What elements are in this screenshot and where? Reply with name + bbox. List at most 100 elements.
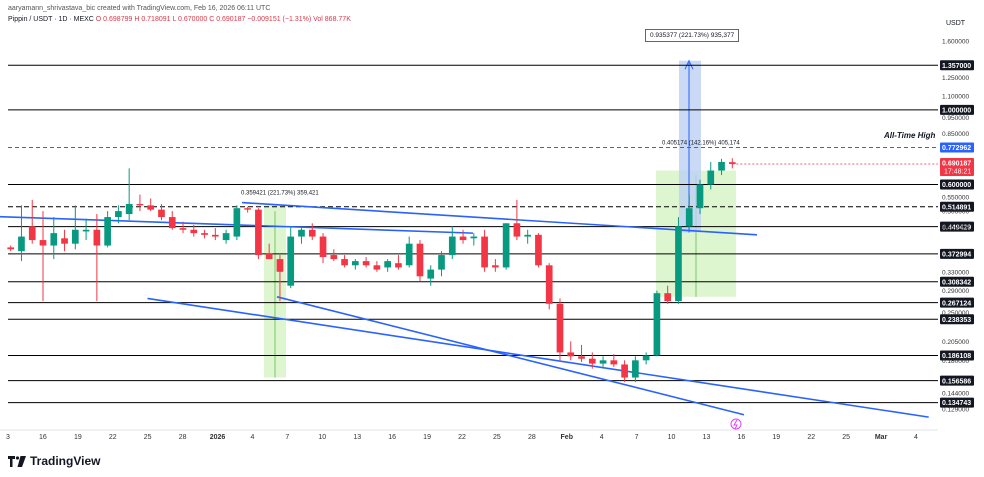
y-axis-tick-label: 1.250000 bbox=[942, 75, 969, 82]
price-tag-label: 0.600000 bbox=[942, 182, 971, 189]
brand-name: TradingView bbox=[30, 454, 101, 468]
y-axis-tick-label: 0.129000 bbox=[942, 406, 969, 413]
candle-down bbox=[147, 205, 155, 210]
x-axis-tick-label: 10 bbox=[318, 434, 326, 441]
price-tag-bg bbox=[940, 60, 974, 71]
ath-tag-bg bbox=[940, 142, 974, 153]
currency-label: USDT bbox=[946, 20, 966, 27]
price-tag-label: 0.449429 bbox=[942, 224, 971, 231]
price-tag-label: 1.000000 bbox=[942, 107, 971, 114]
x-axis-tick-label: 25 bbox=[842, 434, 850, 441]
candle-down bbox=[158, 209, 165, 218]
candle-down bbox=[39, 240, 47, 246]
candle-up bbox=[653, 293, 661, 356]
x-axis-tick-label: 25 bbox=[144, 434, 152, 441]
ath-tag-label: 0.772962 bbox=[942, 145, 971, 152]
y-axis-tick-label: 0.550000 bbox=[942, 195, 969, 202]
candle-up bbox=[287, 236, 295, 286]
trendline-lower-segment bbox=[276, 296, 745, 416]
price-tag-label: 0.514891 bbox=[942, 204, 971, 211]
candle-down bbox=[535, 234, 542, 266]
candle-up bbox=[233, 208, 241, 237]
candle-down bbox=[93, 229, 101, 246]
candle-down bbox=[190, 229, 198, 234]
y-axis-tick-label: 0.250000 bbox=[942, 310, 969, 317]
candle-up bbox=[427, 269, 435, 279]
candle-down bbox=[28, 226, 36, 241]
x-axis-tick-label: 16 bbox=[39, 434, 47, 441]
candle-up bbox=[50, 233, 58, 246]
price-tag-bg bbox=[940, 221, 974, 232]
candle-down bbox=[61, 238, 68, 244]
measure-label-left: 0.359421 (221.73%) 359,421 bbox=[241, 191, 319, 197]
candle-up bbox=[405, 243, 413, 266]
candle-down bbox=[362, 261, 370, 266]
candle-down bbox=[621, 364, 628, 378]
candle-down bbox=[567, 352, 575, 357]
candle-down bbox=[211, 234, 219, 237]
candle-down bbox=[610, 360, 618, 365]
candle-down bbox=[255, 209, 262, 256]
candle-up bbox=[71, 229, 79, 244]
lightning-marker-icon bbox=[730, 418, 742, 430]
y-axis-tick-label: 0.500000 bbox=[942, 209, 969, 216]
price-tag-bg bbox=[940, 314, 974, 325]
x-axis-tick-label: Feb bbox=[561, 434, 573, 441]
candle-up bbox=[470, 236, 478, 239]
candle-down bbox=[201, 233, 208, 235]
candle-down bbox=[136, 203, 144, 206]
y-axis-tick-label: 0.850000 bbox=[942, 131, 969, 138]
candle-down bbox=[265, 253, 273, 260]
trendline-upper-segment bbox=[241, 201, 758, 236]
all-time-high-label: All-Time High bbox=[884, 131, 936, 140]
candle-up bbox=[115, 211, 122, 218]
x-axis-tick-label: 13 bbox=[703, 434, 711, 441]
candle-up bbox=[707, 170, 715, 185]
x-axis-tick-label: 25 bbox=[493, 434, 501, 441]
price-tag-label: 0.156586 bbox=[942, 378, 971, 385]
candle-up bbox=[82, 229, 90, 232]
candle-down bbox=[556, 303, 564, 353]
tradingview-logo-icon bbox=[8, 455, 26, 467]
symbol-name[interactable]: Pippin / USDT · 1D · MEXC bbox=[8, 16, 94, 23]
candle-up bbox=[685, 208, 693, 227]
symbol-ohlc-line: Pippin / USDT · 1D · MEXC O 0.698799 H 0… bbox=[8, 16, 351, 23]
price-tag-bg bbox=[940, 350, 974, 361]
x-axis-tick-label: 16 bbox=[388, 434, 396, 441]
price-tag-bg bbox=[940, 104, 974, 115]
x-axis-tick-label: 4 bbox=[600, 434, 604, 441]
candle-up bbox=[298, 229, 305, 237]
tradingview-brand[interactable]: TradingView bbox=[8, 454, 100, 468]
lightning-glyph-icon bbox=[733, 419, 738, 430]
candle-up bbox=[18, 236, 25, 252]
candle-up bbox=[352, 261, 359, 266]
candle-down bbox=[7, 247, 15, 250]
candle-up bbox=[632, 360, 639, 378]
x-axis-tick-label: 13 bbox=[353, 434, 361, 441]
x-axis-tick-label: 22 bbox=[109, 434, 117, 441]
y-axis-tick-label: 0.180000 bbox=[942, 358, 969, 365]
x-axis-tick-label: 4 bbox=[914, 434, 918, 441]
candle-up bbox=[222, 233, 230, 241]
candle-down bbox=[416, 243, 424, 277]
x-axis-tick-label: Mar bbox=[875, 434, 888, 441]
candle-down bbox=[308, 229, 316, 237]
candle-down bbox=[578, 356, 585, 359]
y-axis-tick-label: 0.290000 bbox=[942, 288, 969, 295]
x-axis-tick-label: 16 bbox=[737, 434, 745, 441]
y-axis-tick-label: 0.144000 bbox=[942, 390, 969, 397]
candle-down bbox=[341, 259, 348, 266]
candle-up bbox=[599, 360, 607, 364]
y-axis-tick-label: 0.450000 bbox=[942, 224, 969, 231]
price-tag-bg bbox=[940, 297, 974, 308]
price-tag-bg bbox=[940, 375, 974, 386]
price-tag-label: 0.186108 bbox=[942, 353, 971, 360]
candle-down bbox=[459, 236, 467, 241]
candle-down bbox=[373, 265, 381, 270]
x-axis-tick-label: 22 bbox=[807, 434, 815, 441]
candle-up bbox=[524, 234, 532, 237]
x-axis-tick-label: 7 bbox=[285, 434, 289, 441]
price-tag-bg bbox=[940, 201, 974, 212]
price-tag-label: 0.134743 bbox=[942, 400, 971, 407]
